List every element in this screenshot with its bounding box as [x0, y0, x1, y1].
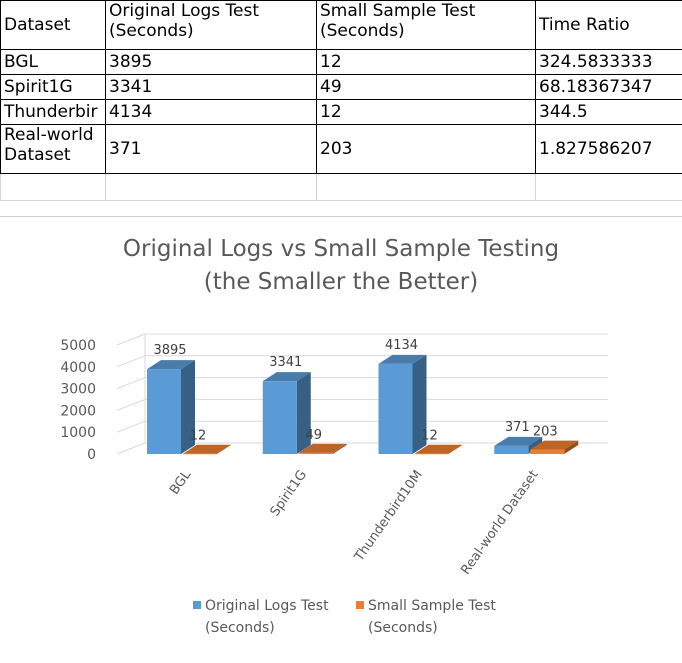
y-tick-label: 0 [87, 447, 96, 463]
bar-front [147, 369, 181, 454]
table-header-cell[interactable]: Dataset [1, 1, 106, 50]
table-cell[interactable]: BGL [1, 50, 106, 75]
bar-front [415, 454, 449, 455]
table-cell[interactable]: 12 [317, 50, 536, 75]
table-cell[interactable]: 12 [317, 100, 536, 125]
table-cell[interactable]: 3895 [106, 50, 317, 75]
y-tick-label: 3000 [60, 382, 96, 398]
table-row: Real-world Dataset 371 203 1.827586207 [1, 125, 682, 174]
table-row: BGL 3895 12 324.5833333 [1, 50, 682, 75]
y-tick-label: 5000 [60, 338, 96, 354]
table-row: Thunderbir 4134 12 344.5 [1, 100, 682, 125]
table-cell[interactable]: Real-world Dataset [1, 125, 106, 174]
bar-front [494, 446, 528, 454]
gridline-side [117, 356, 145, 367]
table-cell[interactable]: 3341 [106, 75, 317, 100]
bar-front [379, 364, 413, 454]
table-cell[interactable]: 203 [317, 125, 536, 174]
bar-original-0[interactable] [147, 360, 195, 454]
empty-cell[interactable] [317, 174, 536, 201]
table-header-cell[interactable]: Original Logs Test (Seconds) [106, 1, 317, 50]
data-label: 203 [533, 425, 558, 440]
gridline-side [117, 378, 145, 389]
table-cell[interactable]: 4134 [106, 100, 317, 125]
table-cell[interactable]: 1.827586207 [536, 125, 682, 174]
legend: Original Logs Test(Seconds)Small Sample … [193, 598, 496, 636]
data-label: 371 [505, 420, 530, 435]
y-tick-label: 2000 [60, 403, 96, 419]
empty-row [1, 174, 682, 201]
data-label: 12 [421, 429, 438, 444]
legend-label-line1: Small Sample Test [368, 598, 496, 614]
y-tick-label: 4000 [60, 360, 96, 376]
table-cell[interactable]: 371 [106, 125, 317, 174]
data-label: 4134 [385, 338, 418, 353]
x-tick-label: Real-world Dataset [458, 468, 541, 578]
table-cell[interactable]: Thunderbir [1, 100, 106, 125]
table-cell[interactable]: 324.5833333 [536, 50, 682, 75]
y-tick-label: 1000 [60, 425, 96, 441]
table-cell[interactable]: 49 [317, 75, 536, 100]
x-tick-label: Spirit1G [268, 468, 310, 520]
legend-swatch [356, 601, 364, 609]
gridline-side [117, 399, 145, 410]
bar-front [299, 453, 333, 454]
bar-front [263, 381, 297, 454]
gridline-side [117, 443, 145, 454]
bar-chart: Original Logs vs Small Sample Testing (t… [0, 217, 682, 663]
legend-item-original[interactable]: Original Logs Test (Seconds) [193, 598, 329, 636]
table-header-row: Dataset Original Logs Test (Seconds) Sma… [1, 1, 682, 50]
empty-cell[interactable] [106, 174, 317, 201]
bar-original-2[interactable] [379, 355, 427, 454]
table-header-cell[interactable]: Small Sample Test (Seconds) [317, 1, 536, 50]
table-cell[interactable]: Spirit1G [1, 75, 106, 100]
data-label: 3341 [269, 355, 302, 370]
table-row: Spirit1G 3341 49 68.18367347 [1, 75, 682, 100]
empty-cell[interactable] [536, 174, 682, 201]
spreadsheet-table: Dataset Original Logs Test (Seconds) Sma… [0, 0, 682, 216]
legend-label-line1: Original Logs Test [205, 598, 329, 614]
table-cell[interactable]: 344.5 [536, 100, 682, 125]
data-label: 12 [190, 429, 207, 444]
data-label: 3895 [153, 343, 186, 358]
empty-cell[interactable] [1, 174, 106, 201]
bar-front [183, 454, 217, 455]
legend-item-sample[interactable]: Small Sample Test (Seconds) [356, 598, 496, 636]
gridline-side [117, 421, 145, 432]
table-cell[interactable]: 68.18367347 [536, 75, 682, 100]
legend-label-line2: (Seconds) [205, 620, 275, 636]
x-axis: BGL Spirit1G Thunderbird10M Real-world Data… [167, 467, 541, 577]
data-table: Dataset Original Logs Test (Seconds) Sma… [0, 0, 682, 201]
bar-original-1[interactable] [263, 372, 311, 454]
gridline-side [117, 334, 145, 345]
legend-swatch [193, 601, 201, 609]
x-tick-label: BGL [167, 467, 195, 498]
x-tick-label: Thunderbird10M [351, 468, 425, 565]
chart-title-line1: Original Logs vs Small Sample Testing [123, 236, 559, 262]
chart-title-line2: (the Smaller the Better) [204, 269, 478, 295]
chart-area[interactable]: Original Logs vs Small Sample Testing (t… [0, 216, 682, 663]
y-axis: 0 1000 2000 3000 4000 5000 [60, 338, 96, 463]
legend-label-line2: (Seconds) [368, 620, 438, 636]
table-header-cell[interactable]: Time Ratio [536, 1, 682, 50]
bar-front [530, 450, 564, 454]
data-label: 49 [305, 428, 322, 443]
